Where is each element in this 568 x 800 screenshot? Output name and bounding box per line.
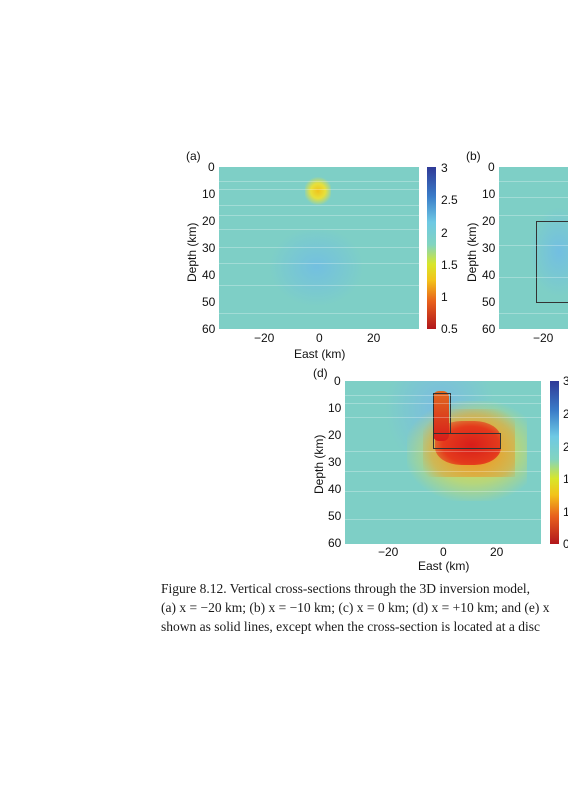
colorbar-d-tick: 2 bbox=[563, 440, 568, 454]
panel-d-depth-tick: 20 bbox=[328, 428, 342, 442]
panel-d-colorbar bbox=[550, 381, 559, 544]
panel-a-depth-tick: 20 bbox=[202, 214, 216, 228]
panel-b-depth-tick: 10 bbox=[482, 187, 496, 201]
panel-d-east-tick: 20 bbox=[490, 545, 504, 559]
colorbar-d-tick: 1 bbox=[563, 472, 568, 486]
panel-b-depth-tick: 50 bbox=[482, 295, 496, 309]
panel-b-ylabel: Depth (km) bbox=[465, 222, 479, 282]
panel-d-depth-tick: 0 bbox=[334, 374, 341, 388]
panel-a-yellow-anomaly bbox=[305, 177, 331, 205]
panel-b-blue-anomaly bbox=[529, 207, 568, 297]
panel-a-blue-anomaly bbox=[269, 227, 364, 307]
panel-d-east-tick: −20 bbox=[378, 545, 399, 559]
colorbar-d-tick: 3 bbox=[563, 374, 568, 388]
panel-b-depth-tick: 30 bbox=[482, 241, 496, 255]
colorbar-d-tick: 2 bbox=[563, 407, 568, 421]
panel-a-depth-tick: 50 bbox=[202, 295, 216, 309]
panel-b-block-outline bbox=[536, 221, 568, 303]
panel-a-depth-tick: 30 bbox=[202, 241, 216, 255]
panel-a-depth-tick: 10 bbox=[202, 187, 216, 201]
caption-line-1: Figure 8.12. Vertical cross-sections thr… bbox=[161, 581, 531, 596]
colorbar-a-tick: 2 bbox=[441, 226, 448, 240]
panel-a-depth-tick: 60 bbox=[202, 322, 216, 336]
colorbar-d-tick: 0 bbox=[563, 537, 568, 551]
caption-line-3: shown as solid lines, except when the cr… bbox=[161, 619, 541, 634]
colorbar-a-tick: 0.5 bbox=[441, 322, 458, 336]
panel-b-depth-tick: 40 bbox=[482, 268, 496, 282]
panel-b-depth-tick: 60 bbox=[482, 322, 496, 336]
panel-a-east-tick: 20 bbox=[367, 331, 381, 345]
colorbar-a-tick: 2.5 bbox=[441, 193, 458, 207]
panel-a-plot bbox=[219, 167, 419, 329]
panel-b-east-tick: −20 bbox=[533, 331, 554, 345]
panel-b-plot bbox=[499, 167, 568, 329]
panel-d-depth-tick: 10 bbox=[328, 401, 342, 415]
panel-a-ylabel: Depth (km) bbox=[185, 222, 199, 282]
panel-a-depth-tick: 40 bbox=[202, 268, 216, 282]
panel-a-east-tick: −20 bbox=[254, 331, 275, 345]
panel-a-depth-tick: 0 bbox=[208, 160, 215, 174]
panel-d-stem-outline bbox=[433, 393, 451, 434]
panel-d-block-outline bbox=[433, 433, 501, 449]
colorbar-a-tick: 1.5 bbox=[441, 258, 458, 272]
panel-d-depth-tick: 40 bbox=[328, 482, 342, 496]
panel-d-ylabel: Depth (km) bbox=[312, 434, 326, 494]
panel-b-depth-tick: 20 bbox=[482, 214, 496, 228]
panel-d-depth-tick: 30 bbox=[328, 455, 342, 469]
panel-b-depth-tick: 0 bbox=[488, 160, 495, 174]
colorbar-d-tick: 1 bbox=[563, 505, 568, 519]
panel-d-depth-tick: 60 bbox=[328, 536, 342, 550]
panel-d-red-stem bbox=[433, 391, 449, 441]
panel-d-depth-tick: 50 bbox=[328, 509, 342, 523]
panel-d-label: (d) bbox=[313, 366, 328, 380]
colorbar-a-tick: 3 bbox=[441, 161, 448, 175]
panel-d-east-tick: 0 bbox=[440, 545, 447, 559]
panel-d-plot bbox=[345, 381, 541, 544]
panel-a-label: (a) bbox=[186, 149, 201, 163]
colorbar-a-tick: 1 bbox=[441, 290, 448, 304]
caption-line-2: (a) x = −20 km; (b) x = −10 km; (c) x = … bbox=[161, 600, 550, 615]
panel-a-east-tick: 0 bbox=[316, 331, 323, 345]
panel-a-xlabel: East (km) bbox=[294, 347, 346, 361]
panel-d-xlabel: East (km) bbox=[418, 559, 470, 573]
panel-a-colorbar bbox=[427, 167, 436, 329]
panel-b-label: (b) bbox=[466, 149, 481, 163]
